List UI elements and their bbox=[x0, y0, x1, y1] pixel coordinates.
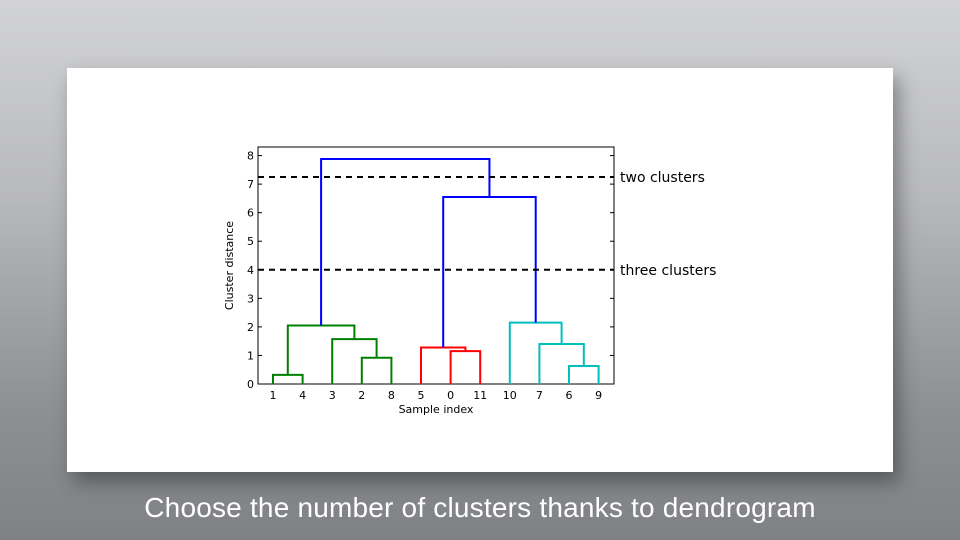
dendrogram-link bbox=[331, 338, 378, 384]
slide-caption: Choose the number of clusters thanks to … bbox=[144, 492, 816, 523]
x-tick-label: 0 bbox=[447, 389, 454, 402]
y-tick-label: 4 bbox=[247, 264, 254, 277]
x-tick-label: 9 bbox=[595, 389, 602, 402]
y-tick-label: 3 bbox=[247, 292, 254, 305]
y-tick-label: 6 bbox=[247, 207, 254, 220]
y-tick-label: 8 bbox=[247, 150, 254, 163]
y-axis-label: Cluster distance bbox=[223, 221, 236, 310]
cut-line-label: three clusters bbox=[620, 263, 716, 279]
dendrogram-link bbox=[568, 365, 600, 384]
x-tick-label: 10 bbox=[503, 389, 517, 402]
dendrogram-plot: 0 1 2 3 4 5 6 7 8 1 4 3 2 8 5 0 11 10 7 6 9 two clusters three… bbox=[247, 146, 716, 402]
dendrogram-link bbox=[420, 346, 467, 384]
x-tick-label: 11 bbox=[473, 389, 487, 402]
x-tick-label: 5 bbox=[418, 389, 425, 402]
x-tick-label: 4 bbox=[299, 389, 306, 402]
dendrogram-link bbox=[442, 195, 537, 348]
plot-frame bbox=[257, 146, 615, 385]
x-tick-label: 6 bbox=[566, 389, 573, 402]
dendrogram-link bbox=[538, 343, 585, 384]
dendrogram-link bbox=[272, 373, 304, 384]
x-tick-label: 8 bbox=[388, 389, 395, 402]
x-tick-label: 1 bbox=[270, 389, 277, 402]
y-tick-label: 2 bbox=[247, 321, 254, 334]
cut-line-label: two clusters bbox=[620, 170, 705, 186]
dendrogram-figure: 0 1 2 3 4 5 6 7 8 1 4 3 2 8 5 0 11 10 7 6 9 two clusters three… bbox=[223, 146, 716, 416]
dendrogram-link bbox=[449, 350, 482, 384]
dendrogram-link bbox=[320, 157, 491, 326]
x-tick-label: 7 bbox=[536, 389, 543, 402]
dendrogram-link bbox=[360, 356, 393, 384]
dendrogram-link bbox=[286, 324, 356, 375]
x-tick-label: 3 bbox=[329, 389, 336, 402]
y-tick-label: 0 bbox=[247, 378, 254, 391]
dendrogram-link bbox=[508, 321, 563, 384]
slide-card: 0 1 2 3 4 5 6 7 8 1 4 3 2 8 5 0 11 10 7 6 9 two clusters three… bbox=[67, 68, 893, 472]
x-tick-label: 2 bbox=[358, 389, 365, 402]
y-tick-label: 5 bbox=[247, 235, 254, 248]
y-tick-label: 1 bbox=[247, 349, 254, 362]
y-tick-label: 7 bbox=[247, 178, 254, 191]
x-axis-label: Sample index bbox=[399, 403, 474, 416]
